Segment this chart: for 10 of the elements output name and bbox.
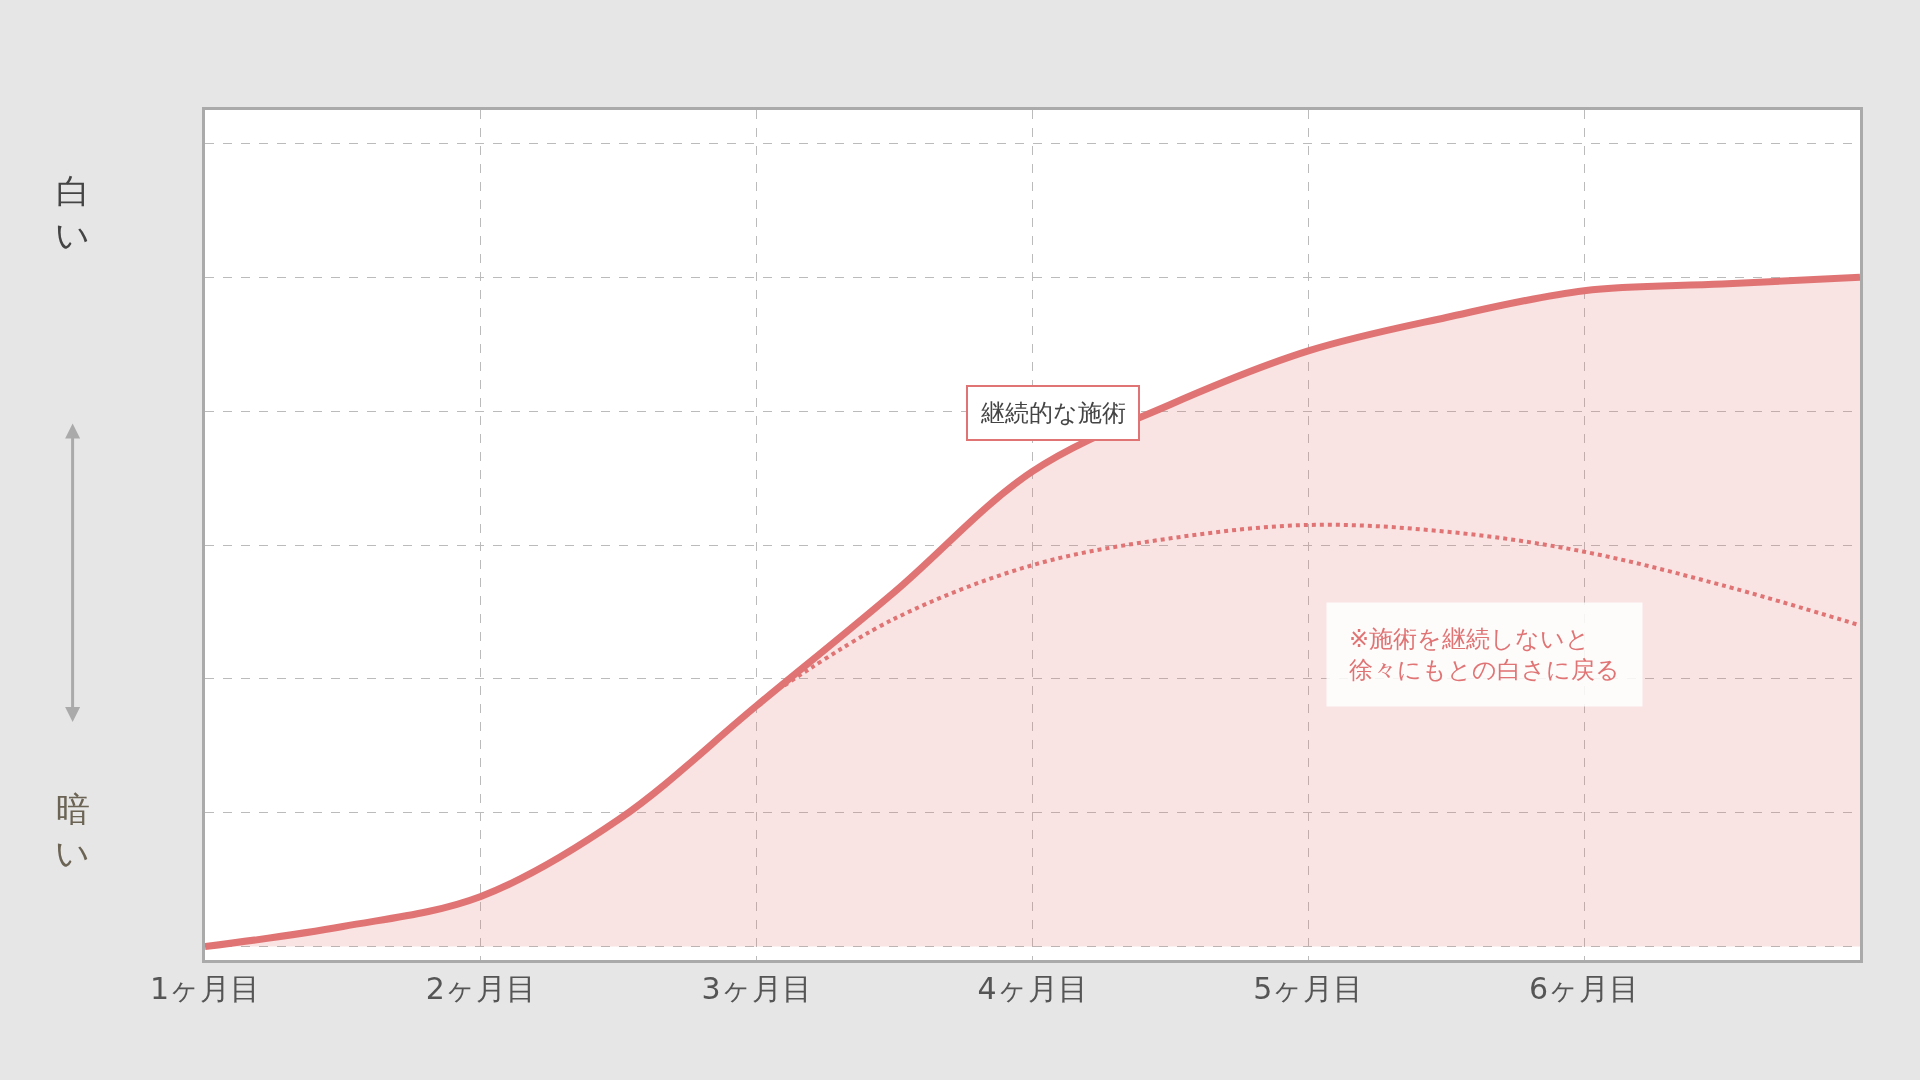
text: 暗い	[55, 789, 90, 874]
text: ※施術を継続しないと徐々にもとの白さに戻る	[1349, 625, 1620, 685]
text: 白い	[55, 171, 90, 256]
x-tick-label: 1ヶ月目	[149, 971, 261, 1006]
x-tick-label: 5ヶ月目	[1253, 971, 1364, 1006]
x-tick-label: 2ヶ月目	[425, 971, 536, 1006]
x-tick-label: 3ヶ月目	[701, 971, 812, 1006]
series-label: 継続的な施術	[980, 399, 1126, 427]
x-tick-label: 6ヶ月目	[1529, 971, 1640, 1006]
x-tick-label: 4ヶ月目	[977, 971, 1088, 1006]
